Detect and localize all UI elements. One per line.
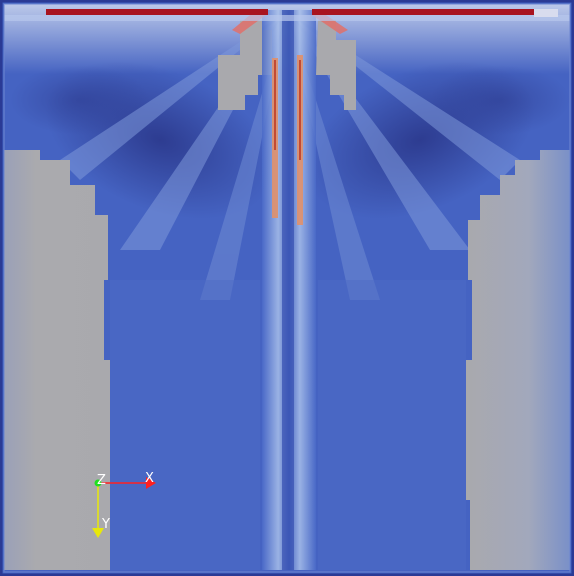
top-hot-bar-right	[312, 9, 534, 15]
top-pale-band	[4, 15, 570, 21]
y-axis-label: Y	[101, 517, 110, 532]
left-mask-region	[4, 150, 110, 570]
right-mask-region	[466, 150, 570, 570]
orientation-axes: X Y Z	[92, 471, 156, 538]
domain-inner-border	[3, 3, 571, 573]
x-axis-arrow	[146, 477, 156, 489]
top-left-block	[218, 20, 272, 110]
y-axis-arrow	[92, 528, 104, 538]
top-right-block	[316, 20, 356, 110]
filament-right-inner	[299, 60, 301, 160]
vortex-right-top	[430, 65, 570, 135]
z-axis-label: Z	[97, 473, 106, 488]
z-axis-dot	[94, 479, 102, 487]
filament-left-inner	[274, 60, 276, 150]
center-core	[282, 10, 294, 570]
vortex-left-top	[10, 65, 150, 135]
x-axis-label: X	[145, 471, 154, 486]
lower-sheen-right	[318, 280, 466, 570]
lower-sheen-left	[110, 280, 260, 570]
top-hot-bar-left	[46, 9, 268, 15]
top-corner-right	[534, 9, 558, 17]
